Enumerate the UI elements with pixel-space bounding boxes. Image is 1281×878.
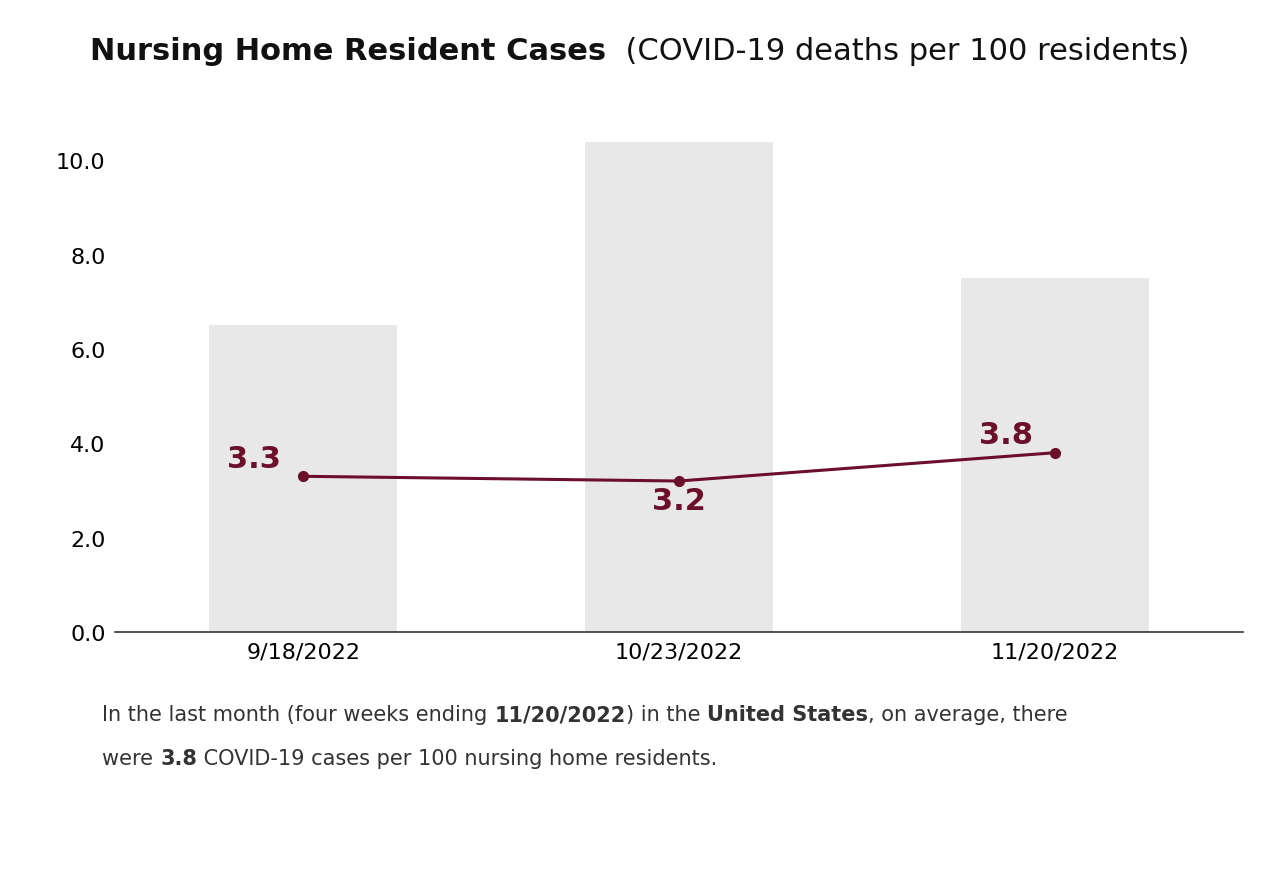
- Text: ) in the: ) in the: [625, 704, 707, 724]
- Text: COVID-19 cases per 100 nursing home residents.: COVID-19 cases per 100 nursing home resi…: [197, 748, 717, 768]
- Bar: [209, 326, 397, 632]
- Text: (COVID-19 deaths per 100 residents): (COVID-19 deaths per 100 residents): [606, 37, 1189, 66]
- Text: 3.8: 3.8: [979, 421, 1032, 450]
- Bar: [585, 142, 772, 632]
- Text: 3.2: 3.2: [652, 486, 706, 515]
- Text: were: were: [102, 748, 160, 768]
- Text: 3.3: 3.3: [228, 444, 282, 473]
- Text: United States: United States: [707, 704, 867, 724]
- Text: 11/20/2022: 11/20/2022: [494, 704, 625, 724]
- Bar: [961, 279, 1149, 632]
- Text: 3.8: 3.8: [160, 748, 197, 768]
- Text: In the last month (four weeks ending: In the last month (four weeks ending: [102, 704, 494, 724]
- Text: Nursing Home Resident Cases: Nursing Home Resident Cases: [90, 37, 606, 66]
- Text: , on average, there: , on average, there: [867, 704, 1067, 724]
